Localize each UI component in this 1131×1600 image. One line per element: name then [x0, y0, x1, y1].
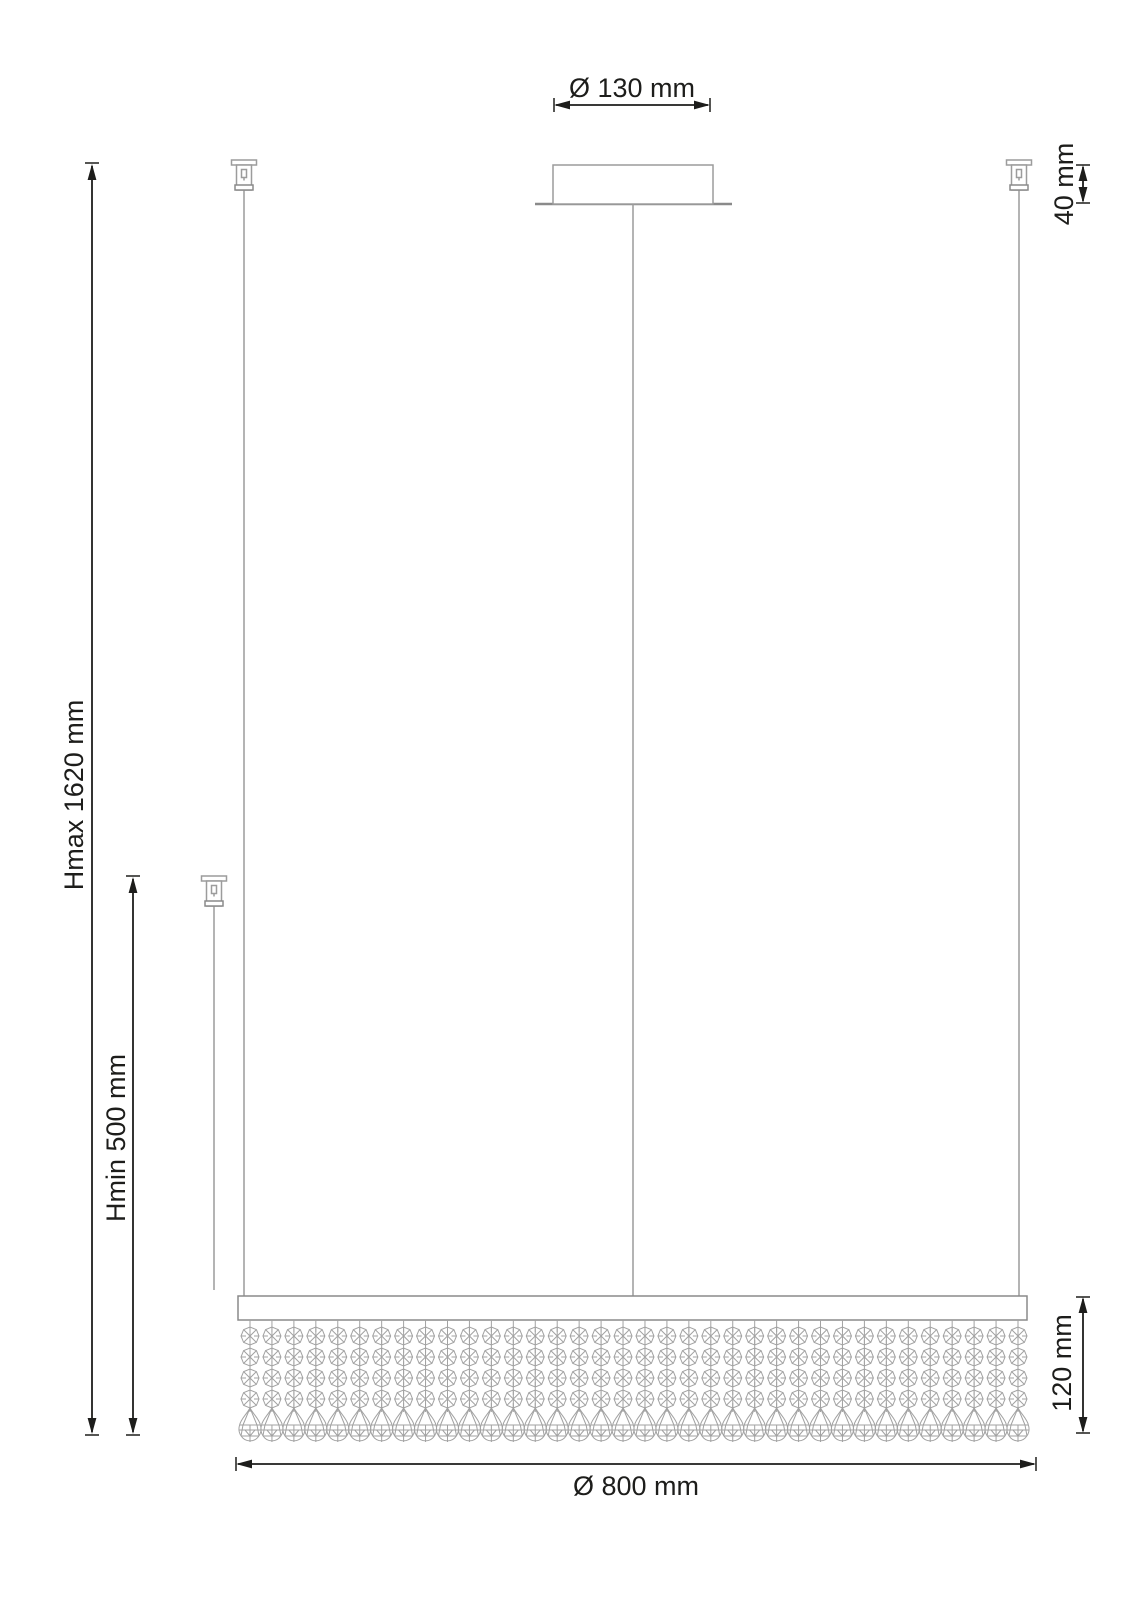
crystal-strand — [765, 1320, 789, 1443]
crystal-strand — [457, 1320, 481, 1443]
crystal-strand — [326, 1320, 350, 1443]
crystal-strand — [962, 1320, 986, 1443]
crystal-strand — [633, 1320, 657, 1443]
dim-fixture-height: 120 mm — [1047, 1296, 1090, 1434]
crystal-strand — [260, 1320, 284, 1443]
dim-height-min: Hmin 500 mm — [101, 875, 140, 1436]
crystal-strand — [567, 1320, 591, 1443]
fixture-bar — [237, 1295, 1028, 1321]
crystal-strand — [435, 1320, 459, 1443]
crystal-strand — [611, 1320, 635, 1443]
label-fixture-height: 120 mm — [1047, 1314, 1077, 1412]
label-height-max: Hmax 1620 mm — [59, 700, 89, 891]
cable-gripper-min-height — [200, 875, 228, 907]
crystal-strand — [501, 1320, 525, 1443]
crystal-strand — [392, 1320, 416, 1443]
crystal-strand — [940, 1320, 964, 1443]
crystal-strand — [830, 1320, 854, 1443]
crystal-strand — [545, 1320, 569, 1443]
crystal-strand — [589, 1320, 613, 1443]
crystal-strands — [238, 1320, 1030, 1443]
crystal-strand — [896, 1320, 920, 1443]
dim-canopy-diameter: Ø 130 mm — [553, 73, 711, 112]
crystal-strand — [370, 1320, 394, 1443]
crystal-strand — [348, 1320, 372, 1443]
crystal-strand — [655, 1320, 679, 1443]
crystal-strand — [743, 1320, 767, 1443]
crystal-strand — [282, 1320, 306, 1443]
crystal-strand — [523, 1320, 547, 1443]
crystal-strand — [414, 1320, 438, 1443]
ceiling-canopy — [552, 164, 714, 205]
crystal-strand — [721, 1320, 745, 1443]
crystal-strand — [809, 1320, 833, 1443]
crystal-strand — [852, 1320, 876, 1443]
crystal-strand — [1006, 1320, 1030, 1443]
cable-grippers — [200, 159, 1033, 907]
crystal-strand — [984, 1320, 1008, 1443]
cable-gripper-right — [1005, 159, 1033, 191]
label-canopy-diameter: Ø 130 mm — [569, 73, 695, 103]
crystal-strand — [677, 1320, 701, 1443]
dim-fixture-diameter: Ø 800 mm — [235, 1457, 1037, 1501]
label-canopy-height: 40 mm — [1049, 143, 1079, 226]
dim-canopy-height: 40 mm — [1049, 143, 1090, 226]
crystal-strand — [874, 1320, 898, 1443]
label-fixture-diameter: Ø 800 mm — [573, 1471, 699, 1501]
crystal-strand — [304, 1320, 328, 1443]
crystal-strand — [699, 1320, 723, 1443]
label-height-min: Hmin 500 mm — [101, 1054, 131, 1222]
cable-gripper-left — [230, 159, 258, 191]
crystal-strand — [918, 1320, 942, 1443]
crystal-strand — [479, 1320, 503, 1443]
crystal-strand — [787, 1320, 811, 1443]
dim-height-max: Hmax 1620 mm — [59, 162, 99, 1436]
crystal-strand — [238, 1320, 262, 1443]
